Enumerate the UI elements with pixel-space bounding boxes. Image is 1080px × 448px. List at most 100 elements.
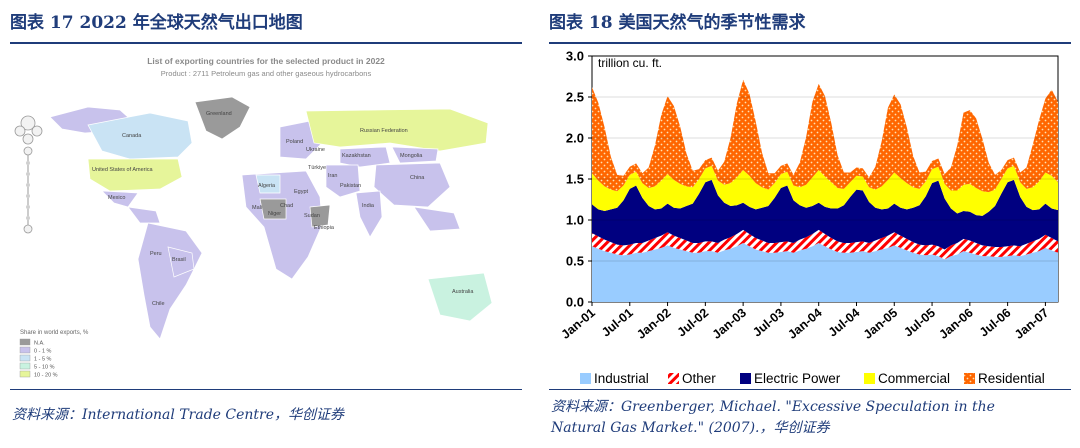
zoom-step[interactable] bbox=[26, 161, 30, 165]
left-source: 资料来源：International Trade Centre，华创证券 bbox=[12, 407, 345, 423]
usa-shape bbox=[87, 158, 183, 192]
country-label: Mali bbox=[252, 205, 262, 211]
country-labels: Greenland Canada United States of Americ… bbox=[92, 111, 474, 307]
y-axis: 0.0 0.5 1.0 1.5 2.0 2.5 3.0 bbox=[566, 49, 1058, 310]
left-title-rule bbox=[10, 42, 522, 44]
map-legend-label: N.A. bbox=[34, 341, 45, 347]
country-label: Australia bbox=[452, 289, 474, 295]
sahel-shape bbox=[259, 198, 287, 220]
series-area-electric-power bbox=[592, 179, 1058, 250]
country-label: Chile bbox=[152, 301, 165, 307]
pan-left-button[interactable] bbox=[14, 125, 26, 137]
middle-east-shape bbox=[325, 164, 361, 198]
map-legend-swatch bbox=[19, 362, 31, 370]
y-tick-label: 0.5 bbox=[566, 254, 584, 269]
chart-svg: 0.0 0.5 1.0 1.5 2.0 2.5 3.0 Jan-01 Jul-01Jan-02… bbox=[559, 49, 1059, 386]
country-label: India bbox=[362, 203, 375, 209]
zoom-step[interactable] bbox=[26, 183, 30, 187]
map-svg: List of exporting countries for the sele… bbox=[10, 47, 522, 385]
x-tick-label: Jul-02 bbox=[675, 306, 712, 340]
pan-up-button[interactable] bbox=[20, 115, 36, 131]
country-label: Iran bbox=[328, 173, 337, 179]
map-pan-control[interactable] bbox=[14, 115, 43, 145]
country-label: Mexico bbox=[108, 195, 125, 201]
country-label: Peru bbox=[150, 251, 162, 257]
x-tick-label: Jan-05 bbox=[861, 306, 900, 342]
x-tick-label: Jul-03 bbox=[750, 306, 787, 340]
zoom-step[interactable] bbox=[26, 205, 30, 209]
country-label: Algeria bbox=[258, 183, 276, 189]
map-title: List of exporting countries for the sele… bbox=[147, 56, 385, 66]
right-source-line2: Natural Gas Market." (2007).，华创证券 bbox=[551, 420, 830, 436]
mongolia-shape bbox=[391, 146, 439, 164]
y-tick-label: 2.0 bbox=[566, 131, 584, 146]
country-label: Mongolia bbox=[400, 153, 423, 159]
country-label: Pakistan bbox=[340, 183, 361, 189]
country-label: United States of America bbox=[92, 167, 153, 173]
australia-shape bbox=[427, 272, 493, 322]
series-area-other bbox=[592, 229, 1058, 260]
country-label: Egypt bbox=[294, 189, 309, 195]
zoom-step[interactable] bbox=[26, 216, 30, 220]
legend-swatch bbox=[668, 373, 679, 384]
legend-swatch bbox=[580, 373, 591, 384]
x-tick-label: Jan-04 bbox=[785, 306, 824, 342]
right-source-line1: 资料来源：Greenberger, Michael. "Excessive Sp… bbox=[551, 399, 995, 415]
country-label: Canada bbox=[122, 133, 142, 139]
india-shape bbox=[355, 190, 383, 238]
map-legend-swatch bbox=[19, 346, 31, 354]
x-tick-label: Jul-04 bbox=[826, 306, 863, 340]
horn-shape bbox=[309, 204, 331, 228]
map-subtitle: Product : 2711 Petroleum gas and other g… bbox=[161, 69, 372, 78]
x-tick-label: Jan-07 bbox=[1012, 306, 1051, 342]
y-tick-label: 1.0 bbox=[566, 213, 584, 228]
country-label: Poland bbox=[286, 139, 303, 145]
right-panel-title: 图表 18 美国天然气的季节性需求 bbox=[549, 13, 806, 33]
y-tick-label: 2.5 bbox=[566, 90, 584, 105]
legend-swatch bbox=[864, 373, 875, 384]
country-label: Sudan bbox=[304, 213, 320, 219]
zoom-out-button[interactable] bbox=[23, 224, 33, 234]
zoom-step[interactable] bbox=[26, 194, 30, 198]
right-title-rule bbox=[549, 42, 1071, 44]
world-export-map: List of exporting countries for the sele… bbox=[10, 47, 522, 385]
pan-right-button[interactable] bbox=[31, 125, 43, 137]
kazakhstan-shape bbox=[339, 146, 391, 168]
area-layers bbox=[592, 79, 1058, 302]
canada-shape bbox=[87, 112, 193, 160]
pan-down-button[interactable] bbox=[22, 133, 34, 145]
map-legend-swatch bbox=[19, 370, 31, 378]
x-tick-label: Jan-06 bbox=[936, 306, 975, 342]
country-label: Türkiye bbox=[308, 165, 326, 171]
china-shape bbox=[373, 162, 451, 208]
country-label: Niger bbox=[268, 211, 281, 217]
x-tick-label: Jan-01 bbox=[559, 306, 598, 342]
chart-legend: Industrial Other Electric Power Commercial R… bbox=[580, 371, 1045, 386]
map-legend: Share in world exports, % N.A. 0 - 1 % 1 -… bbox=[19, 330, 89, 379]
y-tick-label: 3.0 bbox=[566, 49, 584, 64]
zoom-step[interactable] bbox=[26, 172, 30, 176]
legend-label: Commercial bbox=[878, 371, 950, 386]
country-label: Greenland bbox=[206, 111, 232, 117]
x-tick-label: Jul-01 bbox=[599, 306, 636, 340]
country-label: Brasil bbox=[172, 257, 186, 263]
legend-swatch bbox=[740, 373, 751, 384]
x-tick-label: Jul-05 bbox=[901, 306, 938, 340]
map-legend-title: Share in world exports, % bbox=[20, 330, 89, 336]
brazil-shape bbox=[167, 246, 195, 278]
x-tick-label: Jan-02 bbox=[634, 306, 673, 342]
map-zoom-slider[interactable] bbox=[23, 146, 33, 234]
country-label: Chad bbox=[280, 203, 293, 209]
se-asia-shape bbox=[413, 206, 461, 232]
greenland-shape bbox=[194, 96, 251, 140]
russia-shape bbox=[305, 108, 489, 152]
map-legend-label: 1 - 5 % bbox=[34, 357, 52, 363]
right-bottom-rule bbox=[549, 389, 1071, 390]
map-legend-label: 5 - 10 % bbox=[34, 365, 55, 371]
x-tick-label: Jul-06 bbox=[977, 306, 1014, 340]
country-label: Ukraine bbox=[306, 147, 325, 153]
zoom-in-button[interactable] bbox=[23, 146, 33, 156]
country-label: Kazakhstan bbox=[342, 153, 371, 159]
legend-label: Industrial bbox=[594, 371, 649, 386]
